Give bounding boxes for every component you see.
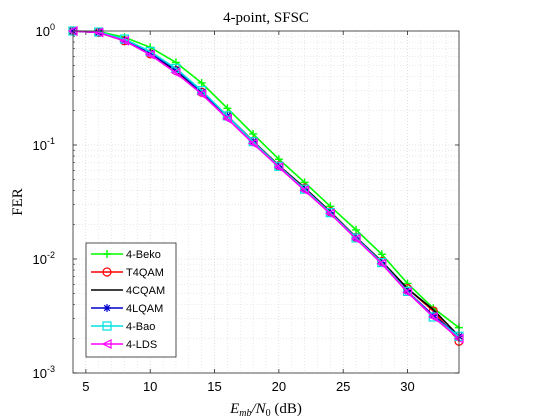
data-point-4-lds [299,185,310,196]
legend-box [85,242,177,358]
data-point-4-lds [93,27,104,38]
x-tick-labels: 5 10 15 20 25 30 [82,379,415,394]
x-tick-label: 25 [336,379,350,394]
data-point-4-beko [223,104,232,113]
data-point-4-lds [427,312,438,322]
legend-items: 4-Beko T4QAM 4CQAM 4LQAM 4-Bao 4-LDS [91,249,165,351]
chart-title: 4-point, SFSC [223,10,309,26]
plot-area-box [72,30,460,374]
legend-item-4-lds: 4-LDS [91,339,157,351]
x-tick-label: 15 [207,379,221,394]
data-point-4-lds [402,287,413,298]
y-tick-label: 100 [36,22,55,39]
legend-label: 4-Bao [126,321,155,333]
y-tick-label: 10-2 [33,250,55,267]
legend: 4-Beko T4QAM 4CQAM 4LQAM 4-Bao 4-LDS [85,242,177,358]
legend-marker-t4qam [102,267,112,277]
y-tick-label: 10-3 [33,364,55,381]
legend-label: 4-Beko [126,249,161,261]
data-point-4-lds [170,67,181,78]
data-point-4-lds [119,35,130,46]
y-tick-labels: 100 10-1 10-2 10-3 [33,22,55,381]
legend-item-4lqam: 4LQAM [91,303,163,315]
data-point-4-lds [273,162,284,173]
data-point-4-lds [196,89,207,99]
legend-marker-4-beko [103,250,111,258]
data-point-4-beko [352,225,361,234]
y-tick-label: 10-1 [33,136,55,153]
data-point-4-lds [324,208,335,219]
x-tick-label: 5 [82,379,89,394]
legend-item-4cqam: 4CQAM [91,285,165,297]
tick-marks [73,31,459,374]
y-axis-label: FER [10,188,26,216]
x-tick-label: 20 [272,379,286,394]
data-point-4-beko [403,279,412,288]
legend-label: T4QAM [126,267,164,279]
x-axis-label: Emb/N0 (dB) [229,401,302,419]
data-point-4-lds [222,113,232,124]
data-point-4-beko [197,78,206,87]
series-line-4-lds [72,30,460,340]
data-point-4-beko [171,58,180,67]
legend-item-4-beko: 4-Beko [91,249,161,261]
series-layer [67,26,464,346]
data-point-4-lds [247,138,258,149]
legend-label: 4LQAM [126,303,163,315]
data-point-4-lds [144,49,155,60]
legend-item-t4qam: T4QAM [91,267,164,279]
data-point-4-lds [350,233,361,244]
x-tick-label: 10 [143,379,157,394]
legend-item-4-bao: 4-Bao [91,321,155,333]
legend-marker-4lqam [103,304,111,312]
series-line-4-beko [72,30,460,329]
legend-label: 4-LDS [126,339,157,351]
legend-marker-4-lds [101,339,112,349]
x-tick-label: 30 [400,379,414,394]
legend-label: 4CQAM [126,285,165,297]
legend-marker-4-bao [102,321,112,331]
series-4-lds [67,26,464,344]
data-point-4-lds [376,258,387,269]
